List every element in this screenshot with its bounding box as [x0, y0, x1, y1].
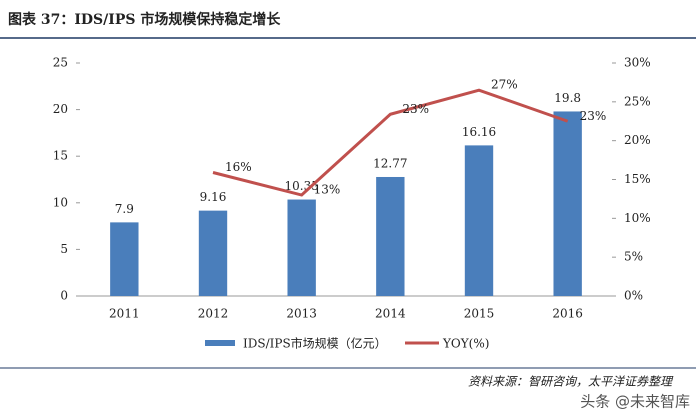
x-tick-label: 2016 [552, 307, 583, 321]
y2-tick-label: 25% [624, 94, 651, 108]
line-value-label: 23% [580, 109, 607, 123]
bar-value-label: 12.77 [373, 156, 407, 170]
legend-label: IDS/IPS市场规模（亿元） [243, 336, 387, 351]
watermark: 头条 @未来智库 [580, 393, 690, 411]
bar [110, 222, 139, 296]
bar [198, 210, 228, 296]
line-value-label: 27% [491, 78, 518, 92]
chart-title: 图表 37：IDS/IPS 市场规模保持稳定增长 [8, 11, 281, 28]
bar [376, 176, 405, 296]
y2-tick-label: 30% [624, 56, 651, 70]
bar-value-label: 9.16 [200, 190, 227, 204]
x-tick-label: 2011 [109, 307, 140, 321]
x-tick-label: 2013 [286, 307, 317, 321]
bar [553, 111, 582, 297]
source-note: 资料来源：智研咨询，太平洋证券整理 [468, 375, 674, 389]
bar-value-label: 10.35 [284, 179, 318, 193]
line-value-label: 23% [402, 102, 429, 116]
y2-tick-label: 20% [624, 133, 651, 147]
y-tick-label: 0 [60, 289, 68, 303]
y2-tick-label: 0% [624, 289, 643, 303]
bar-value-label: 19.8 [554, 91, 581, 105]
y-tick-label: 5 [60, 242, 68, 256]
x-tick-label: 2012 [198, 307, 229, 321]
y-tick-label: 10 [53, 195, 68, 209]
line-value-label: 13% [314, 183, 341, 197]
legend-label: YOY(%) [442, 337, 489, 351]
line-value-label: 16% [225, 160, 252, 174]
y2-tick-label: 15% [624, 172, 651, 186]
x-tick-label: 2014 [375, 307, 406, 321]
y2-tick-label: 10% [624, 211, 651, 225]
line-series [212, 88, 569, 197]
y2-tick-label: 5% [624, 250, 643, 264]
y-tick-label: 15 [53, 149, 68, 163]
bar-value-label: 16.16 [462, 125, 496, 139]
x-tick-label: 2015 [464, 307, 495, 321]
y-tick-label: 25 [53, 56, 68, 70]
bar [464, 145, 494, 296]
bar [287, 199, 316, 296]
y-tick-label: 20 [53, 102, 68, 116]
legend-swatch [205, 340, 235, 346]
bar-value-label: 7.9 [115, 202, 134, 216]
